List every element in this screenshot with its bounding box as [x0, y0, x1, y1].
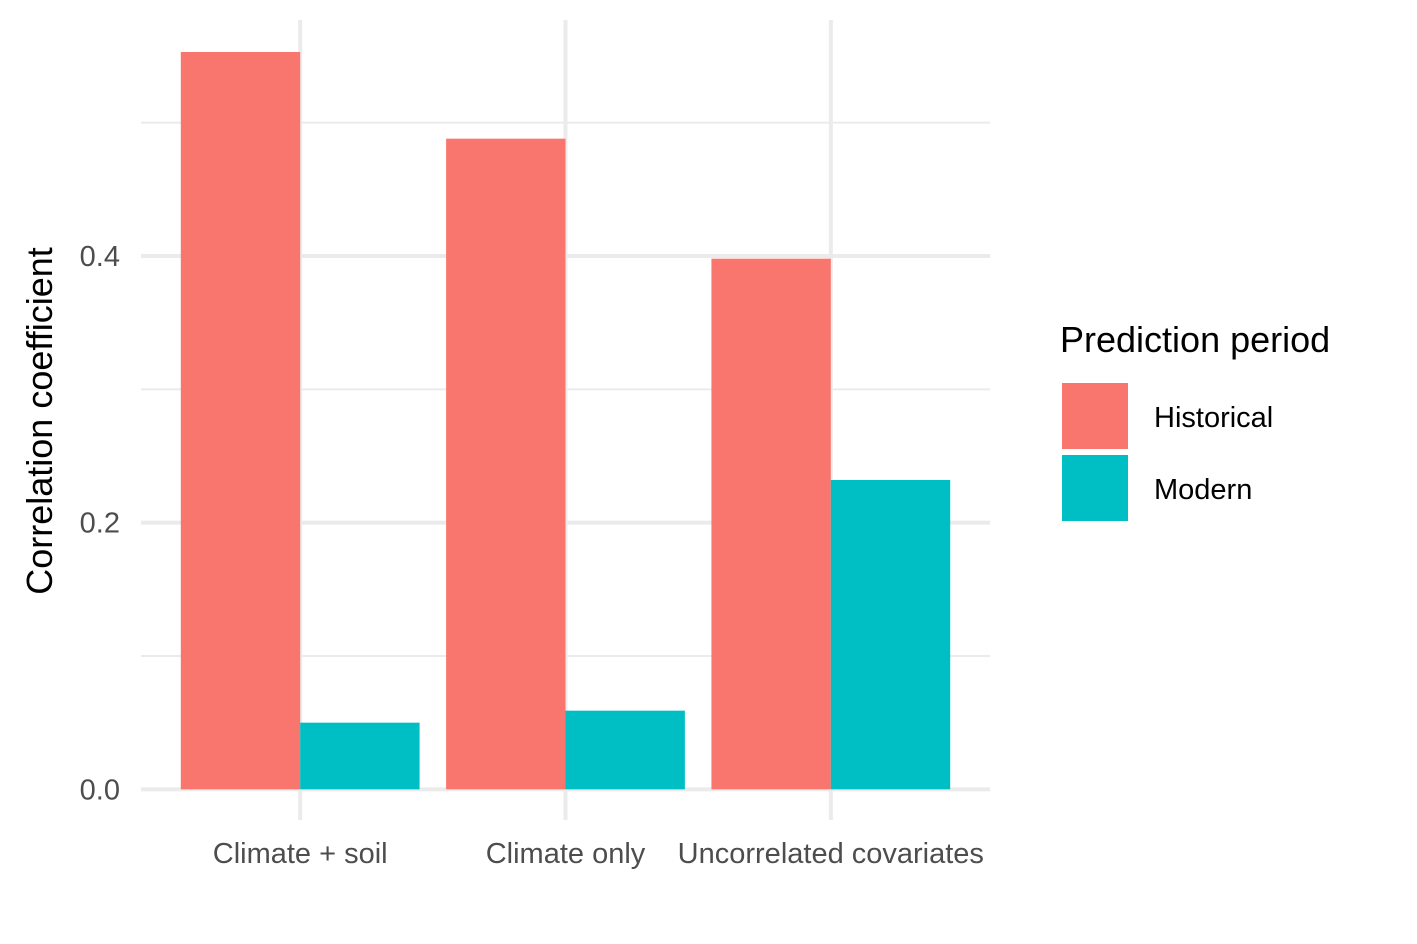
- legend-title: Prediction period: [1060, 319, 1330, 360]
- y-tick-label: 0.4: [80, 241, 120, 273]
- legend-key-modern: [1062, 455, 1128, 521]
- bar-modern-3: [830, 480, 951, 790]
- y-axis-title: Correlation coefficient: [19, 247, 60, 595]
- bars: [180, 52, 951, 790]
- legend-label-modern: Modern: [1154, 474, 1252, 506]
- x-tick-label: Climate only: [486, 838, 646, 870]
- bar-historical-3: [711, 258, 831, 790]
- x-tick-label: Climate + soil: [213, 838, 388, 870]
- legend: Prediction period Historical Modern: [1060, 319, 1330, 521]
- bar-historical-1: [180, 52, 301, 790]
- bar-historical-2: [446, 138, 566, 790]
- legend-label-historical: Historical: [1154, 402, 1273, 434]
- y-tick-label: 0.0: [80, 774, 120, 806]
- y-axis-ticks: 0.0 0.2 0.4: [80, 241, 120, 806]
- x-tick-label: Uncorrelated covariates: [678, 838, 984, 870]
- legend-key-historical: [1062, 383, 1128, 449]
- bar-modern-2: [565, 710, 685, 790]
- y-tick-label: 0.2: [80, 508, 120, 540]
- bar-modern-1: [300, 722, 420, 790]
- x-axis-ticks: Climate + soil Climate only Uncorrelated c…: [213, 838, 984, 870]
